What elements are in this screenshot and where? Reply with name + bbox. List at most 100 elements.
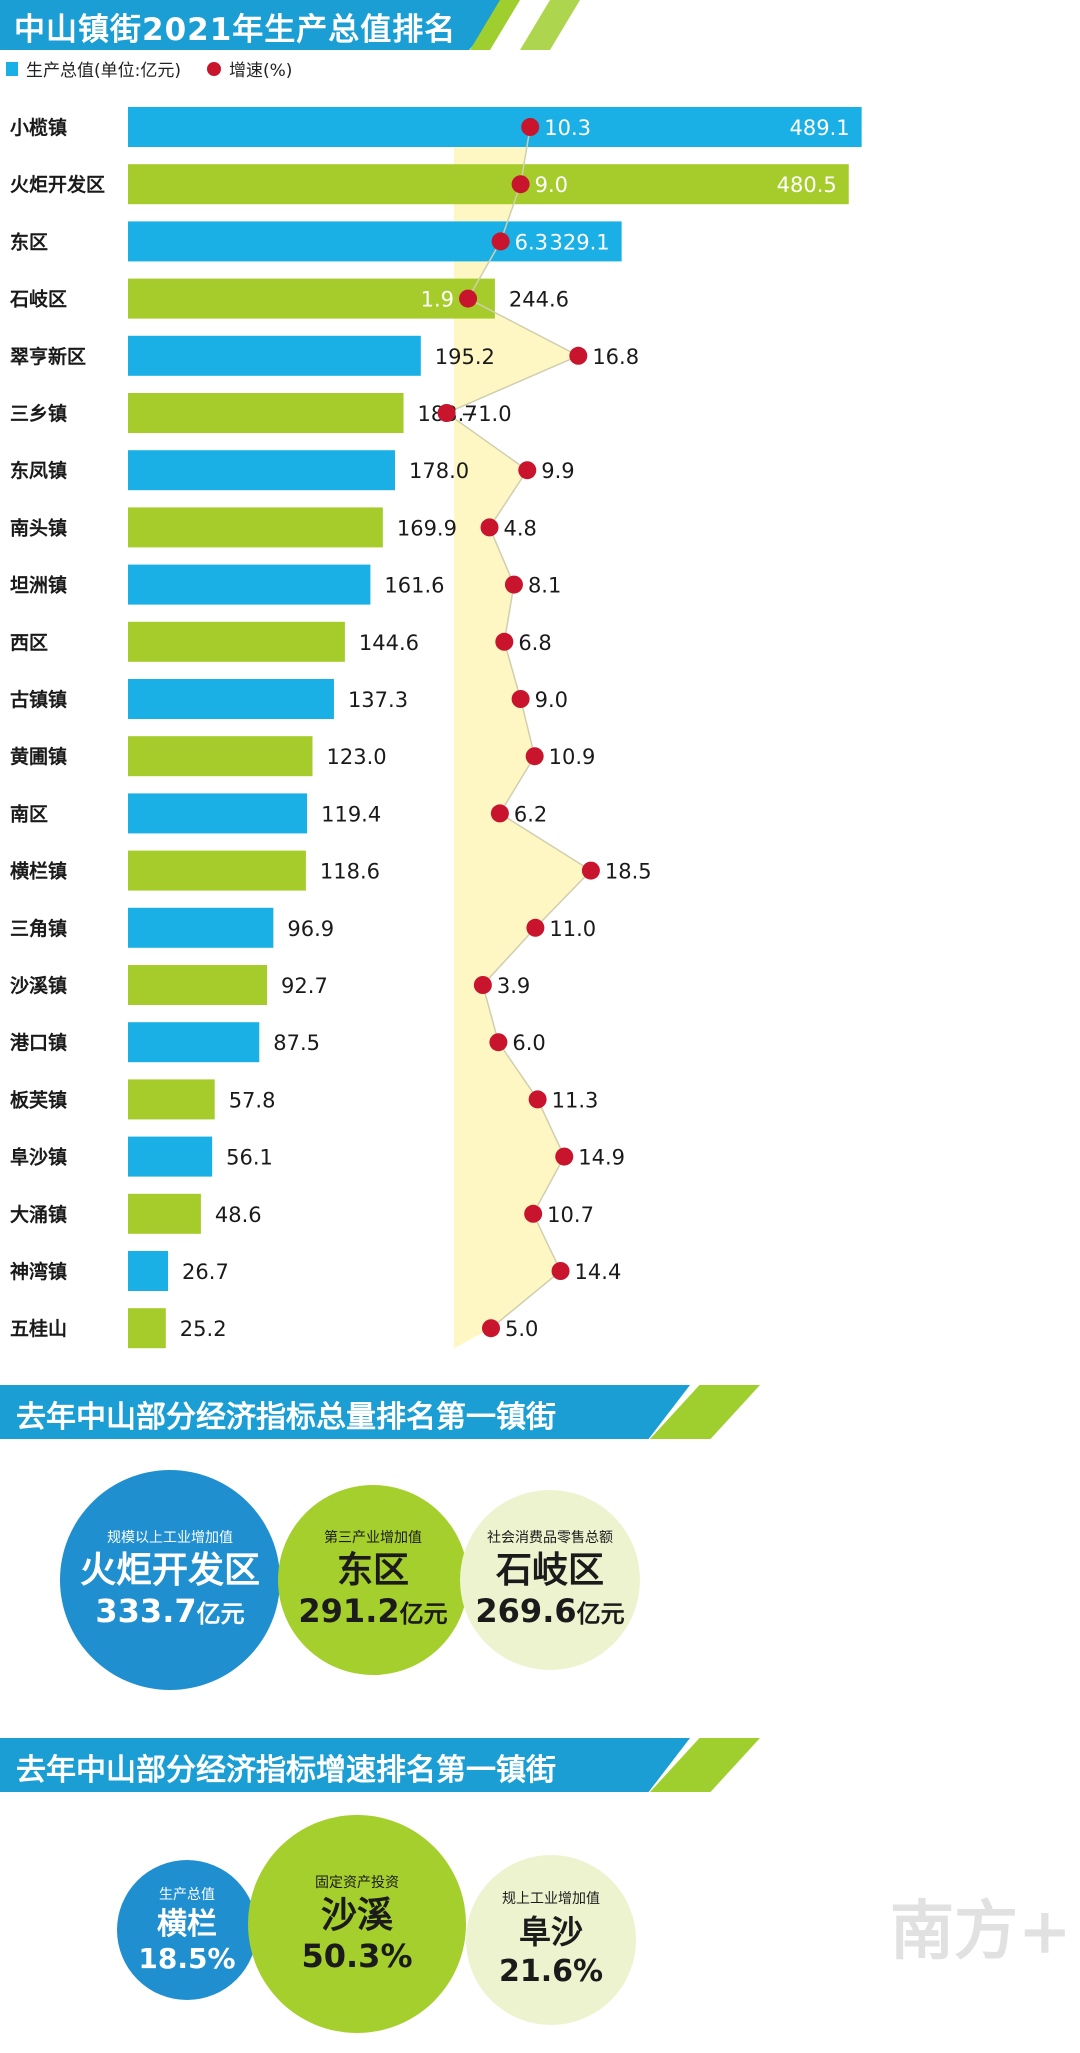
- bar-0: [128, 107, 862, 147]
- gdp-value-label: 123.0: [327, 745, 387, 769]
- category-label: 东区: [10, 230, 48, 253]
- total-circle-industry: 规模以上工业增加值 火炬开发区 333.7亿元: [60, 1470, 280, 1690]
- legend-gdp-label: 生产总值(单位:亿元): [26, 61, 181, 81]
- growth-dot: [511, 175, 530, 194]
- category-label: 阜沙镇: [10, 1146, 67, 1169]
- gdp-value-label: 329.1: [550, 230, 610, 254]
- total-tertiary-unit: 亿元: [399, 1599, 448, 1628]
- bar-3: [128, 278, 495, 319]
- legend-growth-dot: [207, 61, 221, 76]
- category-label: 南区: [10, 803, 48, 825]
- total-tertiary-label: 第三产业增加值: [324, 1529, 422, 1546]
- category-label: 三角镇: [10, 917, 67, 940]
- gdp-value-label: 161.6: [384, 574, 444, 598]
- growth-dot: [495, 632, 514, 651]
- growth-investment-label: 固定资产投资: [315, 1875, 399, 1891]
- total-industry-value: 333.7: [95, 1591, 197, 1630]
- gdp-value-label: 92.7: [281, 974, 328, 998]
- growth-gdp-name: 横栏: [157, 1907, 217, 1942]
- growth-dot: [569, 346, 588, 365]
- growth-dot: [504, 575, 523, 594]
- section-growth-title: 去年中山部分经济指标增速排名第一镇街: [16, 1753, 556, 1788]
- growth-value-label: 10.9: [549, 745, 596, 769]
- watermark: 南方+: [890, 1894, 1072, 1969]
- category-label: 坦洲镇: [10, 574, 67, 597]
- growth-dot: [437, 404, 456, 422]
- gdp-value-label: 56.1: [226, 1146, 273, 1170]
- growth-dot: [524, 1204, 543, 1223]
- total-circle-tertiary: 第三产业增加值 东区 291.2亿元: [278, 1485, 468, 1675]
- gdp-value-label: 489.1: [790, 116, 850, 140]
- growth-value-label: −1.0: [461, 402, 512, 426]
- total-retail-unit: 亿元: [576, 1599, 625, 1628]
- gdp-value-label: 118.6: [320, 860, 380, 884]
- growth-dot: [526, 918, 545, 937]
- growth-value-label: 11.3: [552, 1088, 599, 1112]
- bar-21: [128, 1308, 166, 1349]
- bar-10: [128, 679, 334, 719]
- bar-19: [128, 1193, 201, 1234]
- category-label: 大涌镇: [10, 1203, 67, 1226]
- growth-value-label: 11.0: [549, 917, 596, 941]
- growth-value-label: 6.0: [512, 1031, 545, 1055]
- total-industry-unit: 亿元: [196, 1599, 245, 1628]
- title-banner: 中山镇街2021年生产总值排名: [0, 0, 580, 50]
- gdp-value-label: 48.6: [215, 1203, 262, 1227]
- bar-16: [128, 1022, 260, 1063]
- growth-dot: [551, 1262, 570, 1280]
- gdp-value-label: 57.8: [229, 1088, 276, 1112]
- gdp-value-label: 195.2: [435, 345, 495, 369]
- growth-dot: [480, 518, 499, 537]
- bar-11: [128, 736, 313, 777]
- gdp-value-label: 119.4: [321, 802, 381, 826]
- bar-13: [128, 850, 306, 891]
- section-growth-banner-bg: [0, 1738, 690, 1792]
- growth-value-label: 14.9: [578, 1146, 625, 1170]
- growth-dot: [555, 1147, 574, 1166]
- growth-investment-name: 沙溪: [320, 1895, 393, 1936]
- bar-9: [128, 621, 345, 662]
- bar-18: [128, 1136, 213, 1177]
- growth-value-label: 16.8: [592, 345, 639, 369]
- growth-value-label: 9.9: [541, 459, 574, 483]
- total-tertiary-name: 东区: [336, 1549, 409, 1591]
- bar-15: [128, 965, 268, 1005]
- chart-legend: 生产总值(单位:亿元) 增速(%): [6, 56, 292, 81]
- category-label: 港口镇: [10, 1031, 67, 1054]
- category-label: 翠亨新区: [10, 345, 86, 368]
- growth-industry-value: 21.6%: [498, 1954, 604, 1989]
- total-retail-value: 269.6: [475, 1591, 577, 1630]
- bar-12: [128, 793, 308, 834]
- category-label: 石岐区: [9, 289, 67, 311]
- growth-value-label: 9.0: [535, 688, 568, 712]
- growth-dot: [511, 690, 530, 708]
- bar-17: [128, 1079, 215, 1120]
- chart-title: 中山镇街2021年生产总值排名: [14, 12, 457, 48]
- growth-area: [446, 122, 591, 1349]
- bar-2: [128, 221, 622, 262]
- bar-7: [128, 507, 383, 548]
- growth-dot: [491, 232, 510, 251]
- growth-circle-industry: 规上工业增加值 阜沙 21.6%: [466, 1855, 636, 2025]
- bar-8: [128, 564, 371, 605]
- gdp-value-label: 25.2: [180, 1317, 227, 1341]
- bar-1: [128, 164, 849, 205]
- growth-value-label: 6.3: [515, 230, 548, 254]
- section-total-title: 去年中山部分经济指标总量排名第一镇街: [16, 1400, 556, 1435]
- growth-gdp-value: 18.5%: [138, 1942, 236, 1975]
- gdp-value-label: 26.7: [182, 1260, 229, 1284]
- growth-circle-gdp: 生产总值 横栏 18.5%: [117, 1860, 257, 2000]
- gdp-value-label: 87.5: [273, 1031, 320, 1055]
- category-label: 五桂山: [10, 1317, 67, 1340]
- growth-dot: [490, 804, 509, 823]
- growth-dot: [489, 1033, 508, 1052]
- growth-dot: [482, 1319, 500, 1338]
- growth-dot: [518, 461, 537, 480]
- category-label: 火炬开发区: [10, 173, 105, 196]
- growth-value-label: 4.8: [504, 516, 537, 540]
- bar-4: [128, 335, 421, 376]
- growth-circle-investment: 固定资产投资 沙溪 50.3%: [248, 1815, 466, 2033]
- total-tertiary-value: 291.2: [298, 1591, 400, 1630]
- growth-value-label: 9.0: [535, 173, 568, 197]
- bar-14: [128, 907, 274, 948]
